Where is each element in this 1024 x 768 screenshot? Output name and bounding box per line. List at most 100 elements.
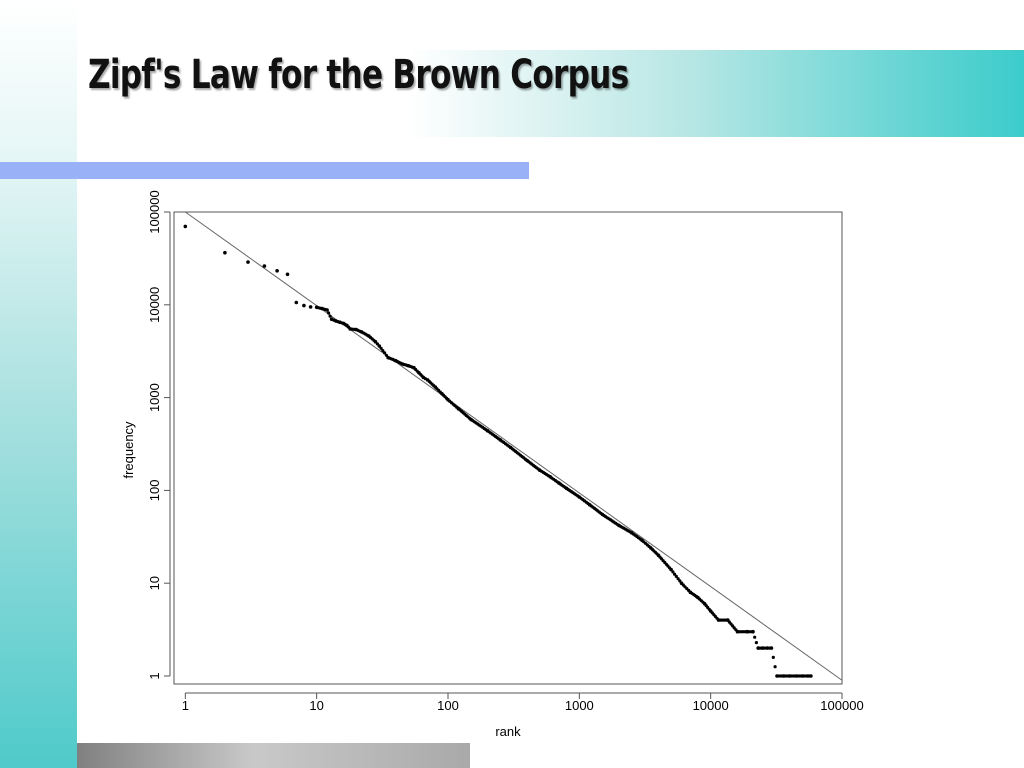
data-point	[707, 607, 711, 611]
slide-title: Zipf's Law for the Brown Corpus	[88, 52, 629, 98]
data-point	[328, 314, 332, 318]
x-axis: 1 10 100 1000 10000 100000	[182, 692, 864, 713]
data-point	[420, 374, 424, 378]
y-tick-label: 10	[147, 576, 162, 590]
y-tick-label: 1000	[147, 383, 162, 412]
data-point	[647, 544, 651, 549]
data-point	[771, 655, 775, 660]
x-tick-label: 100000	[820, 698, 863, 713]
data-point	[340, 321, 344, 325]
data-point	[365, 333, 369, 337]
data-point	[467, 416, 472, 420]
data-point	[523, 457, 528, 461]
data-point	[687, 588, 691, 593]
data-point	[308, 305, 313, 309]
data-point	[375, 342, 379, 346]
data-point	[432, 384, 436, 388]
data-point	[392, 358, 396, 362]
reference-line	[185, 211, 843, 681]
data-point	[763, 646, 767, 650]
data-point	[343, 322, 347, 326]
data-point	[358, 329, 362, 333]
x-tick-label: 100	[437, 698, 459, 713]
data-point	[444, 396, 449, 400]
data-point	[353, 327, 357, 331]
data-point	[599, 511, 603, 515]
left-decorative-strip	[0, 0, 77, 768]
data-point	[793, 674, 797, 678]
data-point	[724, 618, 728, 622]
data-point	[455, 405, 459, 409]
data-point	[536, 467, 540, 471]
data-point	[615, 522, 619, 526]
data-point	[381, 349, 385, 353]
data-point	[715, 616, 719, 620]
data-point	[671, 570, 675, 574]
data-point	[807, 674, 812, 678]
data-point	[667, 566, 672, 570]
data-point	[223, 250, 227, 255]
data-point	[676, 577, 680, 581]
data-point	[507, 444, 511, 448]
plot-frame	[173, 211, 843, 685]
data-point	[638, 537, 642, 541]
data-point	[678, 579, 682, 583]
bottom-bar-cap	[77, 741, 122, 743]
data-point	[694, 594, 699, 599]
data-point	[628, 530, 632, 534]
data-point	[383, 351, 387, 355]
data-point	[183, 224, 188, 229]
data-point	[410, 365, 414, 369]
x-tick-label: 1	[182, 698, 189, 713]
data-point	[347, 325, 351, 329]
data-point	[799, 674, 803, 678]
data-point	[318, 306, 322, 310]
data-point	[586, 501, 590, 506]
data-point	[673, 572, 677, 576]
data-point	[323, 307, 327, 312]
data-point	[372, 338, 376, 342]
data-point	[423, 377, 428, 381]
x-tick-label: 10	[309, 698, 323, 713]
data-point	[415, 369, 419, 373]
data-point	[780, 674, 784, 678]
data-point	[555, 480, 559, 484]
bottom-decorative-bar	[77, 743, 470, 768]
data-point	[405, 363, 409, 367]
y-tick-label: 1	[147, 672, 162, 679]
data-point	[767, 646, 772, 650]
x-tick-label: 10000	[693, 698, 729, 713]
data-point	[734, 628, 738, 632]
data-point	[563, 485, 567, 489]
data-point	[749, 630, 753, 634]
data-point	[438, 390, 442, 394]
accent-bar	[0, 162, 529, 179]
data-point	[275, 269, 279, 273]
data-point	[576, 494, 580, 498]
data-point	[262, 264, 267, 268]
y-tick-label: 10000	[147, 287, 162, 323]
data-point	[384, 353, 388, 357]
data-point	[379, 346, 383, 350]
data-series	[183, 211, 843, 681]
x-axis-label: rank	[495, 724, 521, 739]
data-point	[773, 665, 777, 669]
data-point	[285, 272, 290, 277]
y-tick-label: 100000	[147, 190, 162, 233]
data-point	[754, 641, 759, 645]
y-tick-label: 100	[147, 480, 162, 502]
data-point	[336, 320, 340, 324]
data-point	[497, 437, 501, 441]
data-point	[484, 428, 488, 432]
y-axis-label: frequency	[121, 421, 136, 479]
data-point	[246, 260, 250, 264]
data-point	[546, 474, 551, 478]
data-point	[701, 600, 705, 604]
data-point	[804, 674, 808, 678]
data-point	[674, 574, 678, 579]
data-point	[294, 300, 299, 305]
data-point	[759, 646, 763, 650]
data-point	[655, 552, 659, 556]
data-point	[399, 361, 403, 365]
x-tick-label: 1000	[565, 698, 594, 713]
